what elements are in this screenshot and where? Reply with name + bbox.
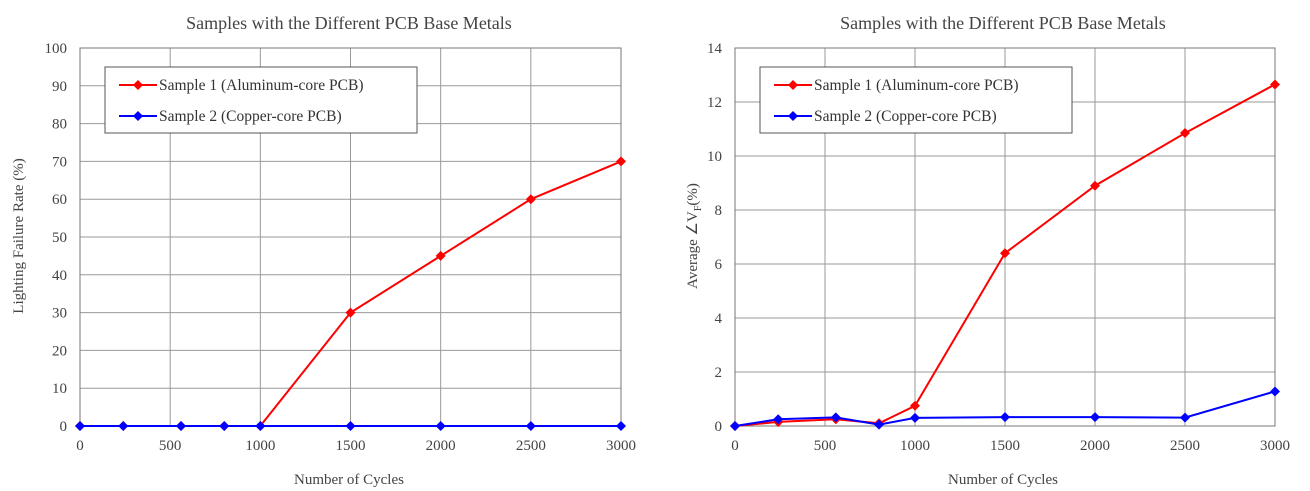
y-tick-label: 2: [715, 365, 723, 381]
legend: Sample 1 (Aluminum-core PCB) Sample 2 (Co…: [759, 66, 1073, 134]
x-tick-label: 1000: [900, 438, 930, 454]
legend-marker: [788, 111, 798, 121]
y-tick-label: 0: [715, 419, 723, 435]
legend-box: [104, 66, 418, 134]
x-tick-label: 0: [76, 438, 84, 454]
y-axis-label-main: Average ∠V: [685, 211, 701, 289]
data-point: [345, 421, 356, 431]
legend-entry: Sample 2 (Copper-core PCB): [159, 108, 342, 125]
y-tick-label: 60: [52, 192, 67, 208]
data-point: [118, 421, 129, 431]
y-tick-label: 8: [715, 203, 723, 219]
x-tick-label: 1500: [990, 438, 1020, 454]
data-point: [1270, 386, 1280, 397]
chart-title: Samples with the Different PCB Base Meta…: [840, 13, 1166, 33]
data-point: [616, 156, 626, 167]
y-tick-label: 10: [52, 381, 67, 397]
data-point: [435, 421, 446, 431]
x-tick-label: 500: [159, 438, 182, 454]
y-tick-label: 6: [715, 257, 723, 273]
x-tick-label: 1500: [336, 438, 366, 454]
data-point: [910, 412, 920, 423]
data-point: [345, 307, 356, 318]
data-point: [435, 250, 446, 261]
y-tick-label: 4: [715, 311, 723, 327]
data-point: [1000, 412, 1010, 423]
chart-lighting-failure-rate: Samples with the Different PCB Base Meta…: [11, 13, 636, 488]
y-tick-label: 0: [60, 419, 68, 435]
y-tick-label: 70: [52, 154, 67, 170]
data-point: [219, 421, 230, 431]
y-axis-label: Lighting Failure Rate (%): [11, 158, 27, 313]
x-tick-label: 2500: [516, 438, 546, 454]
x-tick-label: 3000: [1260, 438, 1290, 454]
data-point: [1090, 412, 1100, 423]
y-axis-label-suffix: (%): [685, 183, 701, 206]
gridlines: [735, 48, 1275, 426]
data-point: [525, 421, 536, 431]
y-axis-label-subscript: F: [693, 205, 704, 211]
data-point: [830, 412, 841, 423]
x-tick-label: 500: [814, 438, 837, 454]
series-2: [730, 386, 1280, 431]
legend-marker: [133, 111, 143, 121]
data-point: [773, 414, 784, 425]
legend-marker: [133, 80, 143, 90]
data-point: [75, 421, 85, 431]
y-tick-label: 30: [52, 306, 67, 322]
chart-title: Samples with the Different PCB Base Meta…: [186, 13, 512, 33]
data-point: [874, 419, 884, 430]
x-tick-label: 2000: [1080, 438, 1110, 454]
x-axis-label: Number of Cycles: [948, 472, 1058, 488]
data-point: [1270, 79, 1280, 90]
x-tick-label: 3000: [606, 438, 636, 454]
legend: Sample 1 (Aluminum-core PCB) Sample 2 (Co…: [104, 66, 418, 134]
data-point: [1180, 128, 1190, 139]
chart-average-delta-vf: Samples with the Different PCB Base Meta…: [685, 13, 1290, 488]
x-tick-label: 2500: [1170, 438, 1200, 454]
y-tick-label: 10: [707, 149, 722, 165]
y-tick-label: 50: [52, 230, 67, 246]
y-axis-label: Average ∠VF(%): [685, 183, 704, 289]
series-2: [75, 421, 626, 431]
x-tick-label: 0: [731, 438, 739, 454]
y-tick-label: 90: [52, 79, 67, 95]
data-point: [730, 421, 740, 431]
data-point: [910, 400, 920, 411]
y-tick-label: 14: [707, 41, 723, 57]
plot-frame: [734, 47, 1276, 427]
x-axis-label: Number of Cycles: [294, 472, 404, 488]
data-point: [1000, 248, 1010, 259]
legend-entry: Sample 1 (Aluminum-core PCB): [814, 77, 1019, 94]
y-tick-label: 100: [45, 41, 68, 57]
y-tick-label: 80: [52, 117, 67, 133]
legend-entry: Sample 1 (Aluminum-core PCB): [159, 77, 364, 94]
legend-box: [759, 66, 1073, 134]
data-point: [1180, 412, 1190, 423]
x-tick-label: 2000: [426, 438, 456, 454]
legend-marker: [788, 80, 798, 90]
data-point: [1090, 180, 1100, 191]
data-point: [175, 421, 186, 431]
data-point: [255, 421, 266, 431]
y-tick-label: 40: [52, 268, 67, 284]
y-tick-label: 12: [707, 95, 722, 111]
data-point: [616, 421, 626, 431]
x-tick-label: 1000: [245, 438, 275, 454]
legend-entry: Sample 2 (Copper-core PCB): [814, 108, 997, 125]
data-point: [525, 194, 536, 205]
y-tick-label: 20: [52, 343, 67, 359]
